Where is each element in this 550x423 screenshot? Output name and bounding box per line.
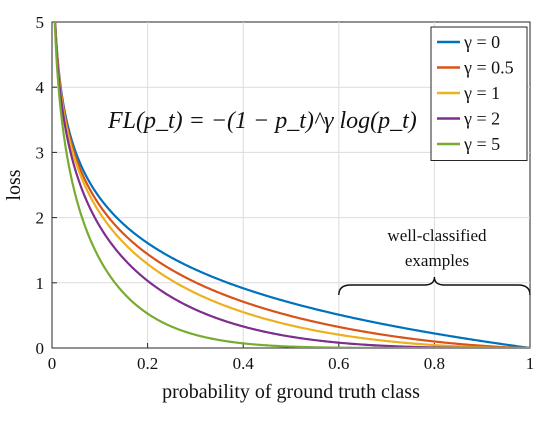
legend-label: γ = 5 [463,134,500,154]
x-tick-label: 0.8 [424,354,445,373]
annotation-text-line2: examples [405,251,469,270]
y-tick-label: 2 [36,209,45,228]
series-line-gamma-1 [54,22,530,348]
y-tick-label: 5 [36,13,45,32]
annotation-brace [338,276,531,296]
legend: γ = 0 γ = 0.5 γ = 1 γ = 2 γ = 5 [430,26,528,161]
legend-label: γ = 1 [463,83,500,103]
y-tick-label: 3 [36,143,45,162]
legend-label: γ = 2 [463,109,500,129]
series-lines [53,22,530,348]
y-tick-label: 0 [36,339,45,358]
annotation-text-line1: well-classified [387,226,487,245]
x-axis-label: probability of ground truth class [162,381,420,403]
formula-label: FL(p_t) = −(1 − p_t)^γ log(p_t) [107,108,417,134]
x-tick-label: 0 [48,354,57,373]
x-tick-label: 0.4 [233,354,255,373]
series-line-gamma-5 [53,22,530,348]
y-axis-label: loss [3,169,25,200]
legend-label: γ = 0.5 [463,58,514,78]
y-tick-label: 4 [36,78,45,97]
series-line-gamma-2 [53,22,530,348]
series-line-gamma-0 [54,22,530,348]
x-tick-label: 1 [526,354,535,373]
series-line-gamma-0-5 [54,22,530,348]
axes: 0 0.2 0.4 0.6 0.8 1 0 1 2 3 4 5 [36,13,535,373]
legend-label: γ = 0 [463,32,500,52]
x-tick-label: 0.2 [137,354,158,373]
y-tick-label: 1 [36,274,45,293]
x-tick-label: 0.6 [328,354,349,373]
